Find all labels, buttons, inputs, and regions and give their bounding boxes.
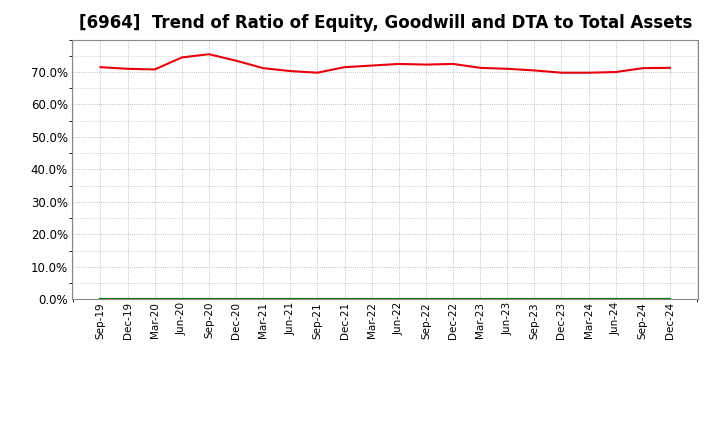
Deferred Tax Assets <box>178 297 186 302</box>
Goodwill <box>421 297 430 302</box>
Goodwill <box>476 297 485 302</box>
Deferred Tax Assets <box>367 297 376 302</box>
Goodwill <box>449 297 457 302</box>
Deferred Tax Assets <box>341 297 349 302</box>
Goodwill <box>557 297 566 302</box>
Equity <box>421 62 430 67</box>
Title: [6964]  Trend of Ratio of Equity, Goodwill and DTA to Total Assets: [6964] Trend of Ratio of Equity, Goodwil… <box>78 15 692 33</box>
Goodwill <box>96 297 105 302</box>
Deferred Tax Assets <box>123 297 132 302</box>
Equity <box>286 69 294 74</box>
Equity <box>530 68 539 73</box>
Goodwill <box>639 297 647 302</box>
Goodwill <box>395 297 403 302</box>
Equity <box>367 63 376 68</box>
Equity <box>557 70 566 75</box>
Goodwill <box>123 297 132 302</box>
Equity <box>178 55 186 60</box>
Equity <box>204 51 213 57</box>
Goodwill <box>204 297 213 302</box>
Deferred Tax Assets <box>96 297 105 302</box>
Equity <box>639 66 647 71</box>
Deferred Tax Assets <box>557 297 566 302</box>
Goodwill <box>178 297 186 302</box>
Equity <box>449 61 457 66</box>
Equity <box>259 66 268 71</box>
Deferred Tax Assets <box>313 297 322 302</box>
Goodwill <box>313 297 322 302</box>
Deferred Tax Assets <box>286 297 294 302</box>
Deferred Tax Assets <box>503 297 511 302</box>
Deferred Tax Assets <box>611 297 620 302</box>
Equity <box>476 65 485 70</box>
Equity <box>611 70 620 75</box>
Equity <box>96 65 105 70</box>
Goodwill <box>286 297 294 302</box>
Deferred Tax Assets <box>232 297 240 302</box>
Goodwill <box>259 297 268 302</box>
Goodwill <box>503 297 511 302</box>
Deferred Tax Assets <box>395 297 403 302</box>
Goodwill <box>665 297 674 302</box>
Deferred Tax Assets <box>530 297 539 302</box>
Goodwill <box>232 297 240 302</box>
Goodwill <box>584 297 593 302</box>
Deferred Tax Assets <box>449 297 457 302</box>
Equity <box>395 61 403 66</box>
Equity <box>150 67 159 72</box>
Equity <box>232 58 240 63</box>
Deferred Tax Assets <box>639 297 647 302</box>
Deferred Tax Assets <box>665 297 674 302</box>
Goodwill <box>530 297 539 302</box>
Goodwill <box>367 297 376 302</box>
Deferred Tax Assets <box>421 297 430 302</box>
Deferred Tax Assets <box>204 297 213 302</box>
Equity <box>584 70 593 75</box>
Equity <box>123 66 132 71</box>
Goodwill <box>611 297 620 302</box>
Equity <box>503 66 511 71</box>
Goodwill <box>150 297 159 302</box>
Deferred Tax Assets <box>259 297 268 302</box>
Goodwill <box>341 297 349 302</box>
Equity <box>665 65 674 70</box>
Equity <box>341 65 349 70</box>
Line: Equity: Equity <box>101 54 670 73</box>
Deferred Tax Assets <box>584 297 593 302</box>
Equity <box>313 70 322 75</box>
Deferred Tax Assets <box>476 297 485 302</box>
Deferred Tax Assets <box>150 297 159 302</box>
